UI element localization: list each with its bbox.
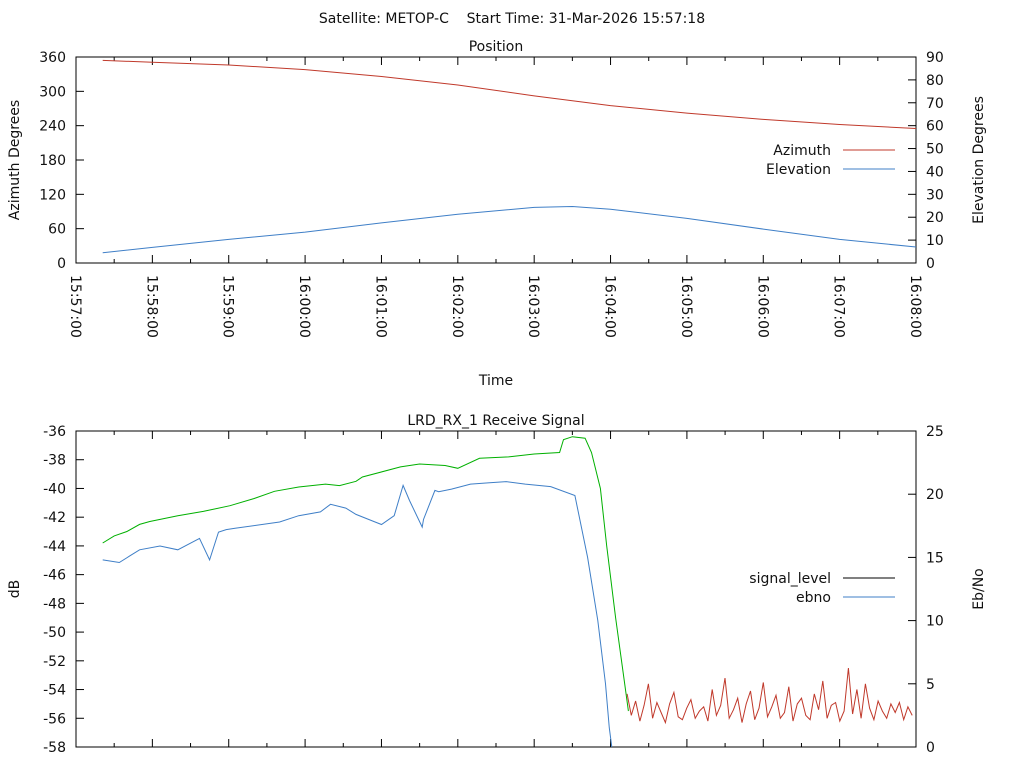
series-line-ebno: [102, 481, 613, 748]
y-tick-label: -42: [43, 510, 66, 526]
y2-tick-label: 10: [926, 233, 944, 249]
y-tick-label: -38: [43, 453, 66, 469]
series-line-Azimuth: [102, 59, 917, 129]
y2-tick-label: 0: [926, 740, 935, 756]
series-line-Elevation: [102, 205, 917, 254]
signal-ylabel: dB: [7, 580, 23, 599]
position-xlabel: Time: [478, 373, 513, 389]
y-tick-label: -36: [43, 424, 66, 440]
y-tick-label: -52: [43, 654, 66, 670]
y2-tick-label: 20: [926, 487, 944, 503]
plot-frame: [75, 56, 917, 264]
series-line-signal_level: [102, 436, 629, 712]
legend-label: Elevation: [766, 162, 831, 178]
y2-tick-label: 15: [926, 550, 944, 566]
x-tick-label: 16:02:00: [449, 275, 465, 338]
x-tick-label: 16:06:00: [754, 275, 770, 338]
x-tick-label: 16:04:00: [602, 275, 618, 338]
y2-tick-label: 60: [926, 119, 944, 135]
signal-title: LRD_RX_1 Receive Signal: [407, 413, 584, 429]
y2-tick-label: 30: [926, 187, 944, 203]
y-tick-label: -46: [43, 568, 66, 584]
y-tick-label: 240: [39, 119, 66, 135]
y-tick-label: -56: [43, 711, 66, 727]
x-tick-label: 16:05:00: [678, 275, 694, 338]
y2-tick-label: 5: [926, 677, 935, 693]
figure-title: Satellite: METOP-C Start Time: 31-Mar-20…: [319, 11, 705, 27]
y2-tick-label: 25: [926, 424, 944, 440]
y-tick-label: -40: [43, 481, 66, 497]
y2-tick-label: 0: [926, 256, 935, 272]
y2-tick-label: 10: [926, 614, 944, 630]
x-tick-label: 16:03:00: [525, 275, 541, 338]
y2-tick-label: 80: [926, 73, 944, 89]
x-tick-label: 16:01:00: [372, 275, 388, 338]
y-tick-label: 180: [39, 153, 66, 169]
y-tick-label: 360: [39, 50, 66, 66]
y-tick-label: 60: [48, 222, 66, 238]
y-tick-label: -44: [43, 539, 66, 555]
y-tick-label: -50: [43, 625, 66, 641]
x-tick-label: 16:07:00: [831, 275, 847, 338]
legend-label: ebno: [796, 590, 831, 606]
legend-label: signal_level: [749, 571, 831, 587]
y-tick-label: -58: [43, 740, 66, 756]
y2-tick-label: 40: [926, 164, 944, 180]
series-line-ebno_low: [626, 667, 913, 725]
position-title: Position: [469, 39, 524, 55]
position-y2label: Elevation Degrees: [971, 96, 987, 224]
y-tick-label: -48: [43, 596, 66, 612]
x-tick-label: 16:08:00: [907, 275, 923, 338]
y2-tick-label: 70: [926, 96, 944, 112]
signal-y2label: Eb/No: [971, 568, 987, 610]
y-tick-label: 0: [57, 256, 66, 272]
y2-tick-label: 50: [926, 142, 944, 158]
x-tick-label: 15:57:00: [67, 275, 83, 338]
y-tick-label: -54: [43, 683, 66, 699]
y2-tick-label: 90: [926, 50, 944, 66]
y-tick-label: 300: [39, 84, 66, 100]
position-ylabel: Azimuth Degrees: [7, 100, 23, 220]
x-tick-label: 15:58:00: [143, 275, 159, 338]
x-tick-label: 15:59:00: [220, 275, 236, 338]
legend-label: Azimuth: [773, 143, 831, 159]
x-tick-label: 16:00:00: [296, 275, 312, 338]
y2-tick-label: 20: [926, 210, 944, 226]
y-tick-label: 120: [39, 187, 66, 203]
